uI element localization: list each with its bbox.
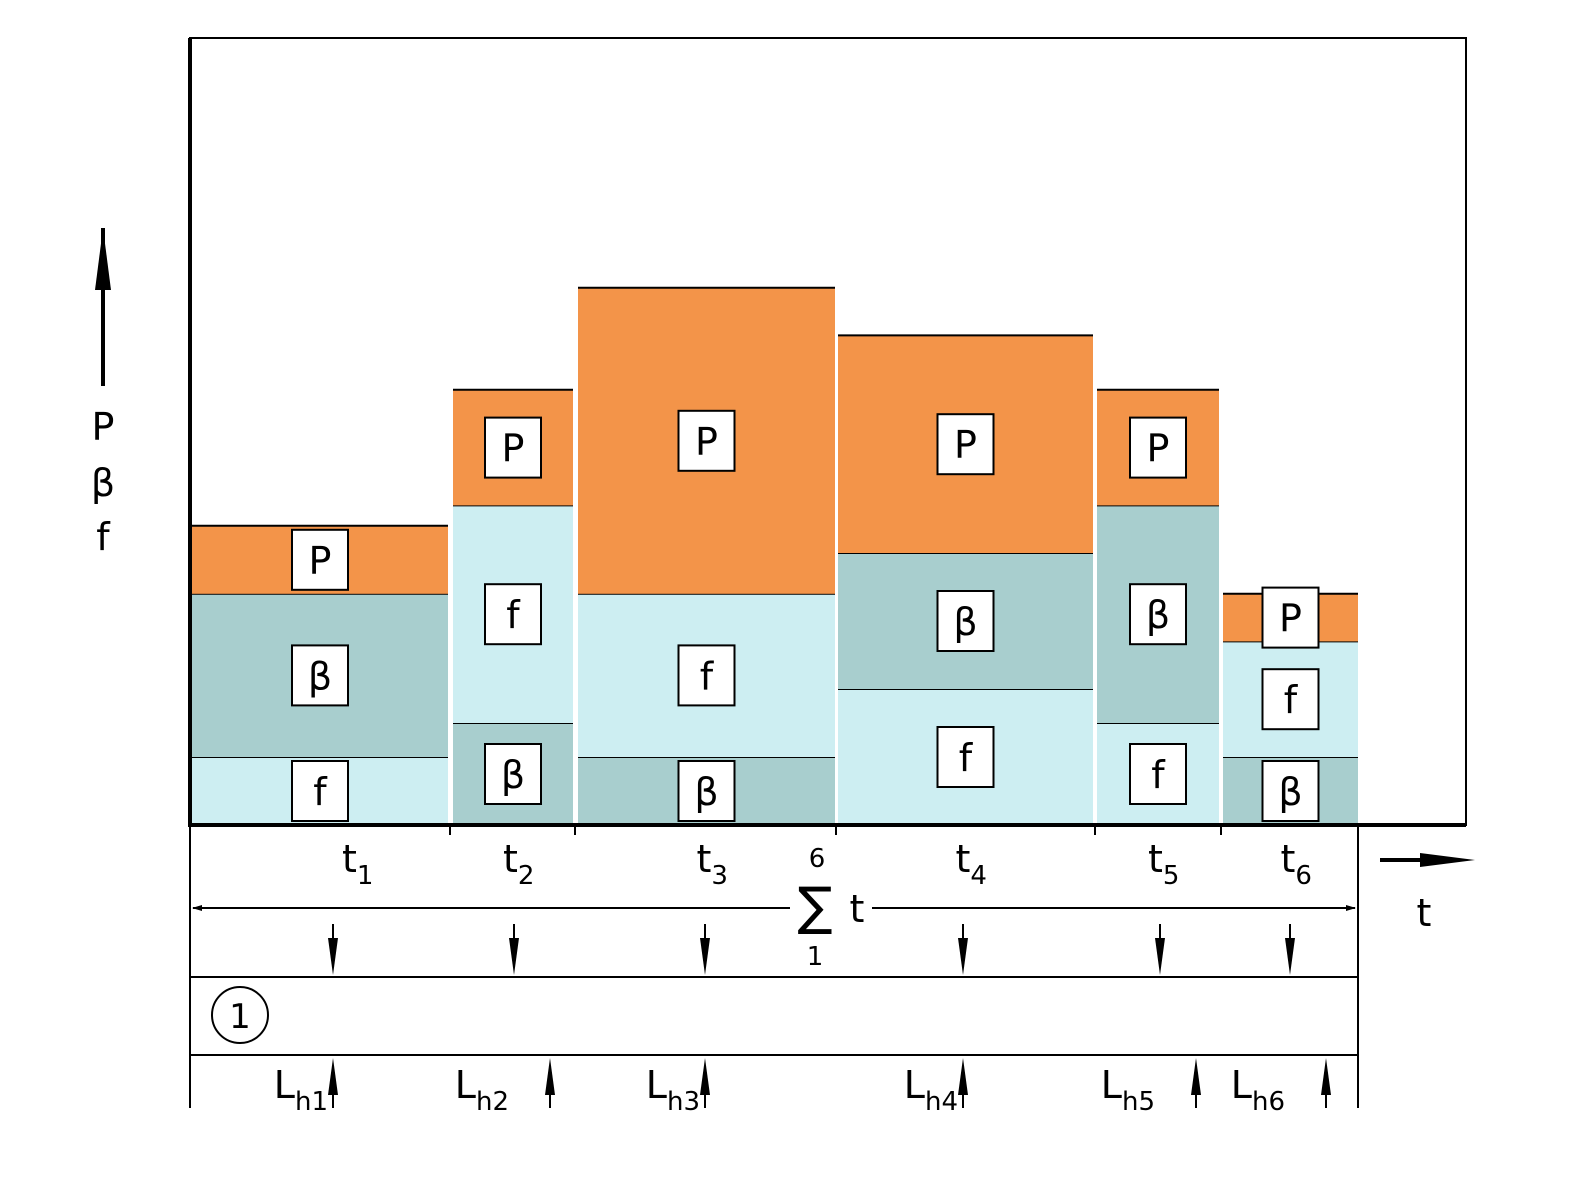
sum-symbol: ∑ [797, 877, 832, 937]
layer-label-box [1129, 743, 1187, 805]
life-up-arrowhead [1321, 1058, 1331, 1095]
layer-label-beta: β [953, 600, 977, 644]
period-time-label: t6 [1281, 837, 1312, 891]
load-down-arrowhead [958, 938, 968, 975]
life-label: Lh3 [646, 1063, 700, 1117]
layer-label-beta: β [694, 770, 718, 814]
layer-label-f: f [313, 770, 328, 814]
layer-label-box [291, 644, 349, 707]
life-up-arrowhead [328, 1058, 338, 1095]
y-axis-label-f: f [96, 515, 111, 559]
layer-label-beta: β [501, 753, 525, 797]
layer-label-box [677, 409, 736, 472]
x-axis-arrowhead [1420, 853, 1475, 867]
period-labels: t1 Lh1 t2 Lh2 t3 Lh3 t4 Lh4 t5 Lh5 t6 Lh6 [274, 825, 1331, 1117]
period-bar: β f P [453, 388, 573, 825]
layer-label-beta: β [308, 654, 332, 698]
layer-label-box [291, 760, 349, 822]
layer-label-box [936, 726, 995, 788]
period-bar: β f P [578, 286, 835, 825]
layer-label-box [1129, 583, 1187, 646]
layer-label-box [1129, 416, 1187, 479]
layer-label-P: P [1147, 427, 1170, 471]
load-down-arrowhead [700, 938, 710, 975]
life-label: Lh4 [904, 1063, 958, 1117]
layer-label-box [484, 743, 542, 805]
layer-label-f: f [506, 593, 521, 637]
period-bar: f β P [838, 334, 1093, 825]
layer-label-f: f [959, 736, 974, 780]
period-bar: f β P [192, 524, 448, 825]
period-time-label: t2 [503, 837, 534, 891]
layer-label-P: P [502, 427, 525, 471]
load-down-arrowhead [1155, 938, 1165, 975]
period-time-label: t5 [1148, 837, 1179, 891]
layer-label-box [1261, 760, 1320, 822]
layer-label-P: P [309, 539, 332, 583]
layer-label-P: P [1279, 597, 1302, 641]
load-down-arrowhead [1285, 938, 1295, 975]
life-label: Lh6 [1231, 1063, 1285, 1117]
layer-label-box [936, 590, 995, 652]
period-bar: β fP [1223, 586, 1358, 825]
layer-label-box [1261, 668, 1320, 731]
life-up-arrowhead [958, 1058, 968, 1095]
sum-variable: t [850, 887, 865, 931]
y-axis-label-p: P [92, 405, 115, 449]
layer-label-P: P [954, 423, 977, 467]
layer-label-box [936, 413, 995, 476]
life-label: Lh5 [1101, 1063, 1155, 1117]
sum-upper-limit: 6 [809, 844, 826, 874]
layer-label-f: f [1284, 678, 1299, 722]
layer-label-box [677, 760, 736, 822]
load-down-arrowhead [509, 938, 519, 975]
layer-label-f: f [1151, 753, 1166, 797]
period-time-label: t4 [956, 837, 987, 891]
layer-label-box [291, 528, 349, 591]
life-up-arrowhead [545, 1058, 555, 1095]
period-time-label: t3 [697, 837, 728, 891]
life-up-arrowhead [700, 1058, 710, 1095]
layer-label-P: P [695, 420, 718, 464]
period-bar: f β P [1097, 388, 1219, 825]
layer-label-box [484, 583, 542, 646]
y-axis-label-beta: β [91, 461, 115, 505]
life-label: Lh1 [274, 1063, 328, 1117]
layer-label-f: f [700, 654, 715, 698]
layer-label-beta: β [1278, 770, 1302, 814]
load-down-arrowhead [328, 938, 338, 975]
layer-label-box [677, 644, 736, 707]
layer-label-box [484, 416, 542, 479]
callout-label: 1 [229, 997, 251, 1037]
life-label: Lh2 [455, 1063, 509, 1117]
period-time-label: t1 [342, 837, 373, 891]
sum-lower-limit: 1 [807, 942, 824, 972]
life-up-arrowhead [1191, 1058, 1201, 1095]
x-axis-label: t [1417, 891, 1432, 935]
layer-label-beta: β [1146, 593, 1170, 637]
layer-label-box [1261, 586, 1320, 649]
y-axis-arrowhead [95, 228, 111, 290]
callout-circle [211, 986, 269, 1044]
